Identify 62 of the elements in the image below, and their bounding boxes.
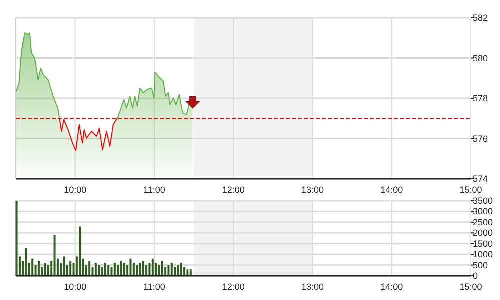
bar xyxy=(161,261,164,276)
bar xyxy=(94,263,97,276)
x-tick-label: 10:00 xyxy=(64,282,87,292)
bar xyxy=(168,265,170,276)
bar xyxy=(104,263,106,276)
x-tick-label: 10:00 xyxy=(64,185,87,195)
y-tick-label: 580 xyxy=(473,53,488,64)
bar xyxy=(110,267,113,276)
bar xyxy=(32,258,34,276)
bar xyxy=(146,265,148,276)
y-tick-label: 582 xyxy=(473,13,488,23)
bar xyxy=(148,263,151,276)
x-tick-label: 13:00 xyxy=(301,282,324,292)
y-tick-label: 576 xyxy=(473,134,488,144)
y-tick-label: 578 xyxy=(473,94,488,104)
bar xyxy=(25,248,28,276)
y-tick-label: 574 xyxy=(473,174,488,184)
bar xyxy=(177,265,180,276)
bar xyxy=(44,263,46,276)
y-tick-label: 2000 xyxy=(473,228,494,238)
bar xyxy=(98,265,100,276)
y-tick-label: 1000 xyxy=(473,250,494,260)
bar xyxy=(123,263,126,276)
bar xyxy=(174,267,176,276)
bar xyxy=(114,263,116,276)
y-tick-label: 3500 xyxy=(473,196,494,206)
bar xyxy=(170,263,173,276)
bar xyxy=(88,261,91,276)
y-tick-label: 1500 xyxy=(473,238,494,249)
bar xyxy=(184,267,186,276)
bar xyxy=(180,263,182,276)
y-tick-label: 500 xyxy=(473,260,488,270)
x-tick-label: 11:00 xyxy=(144,185,166,195)
x-tick-label: 14:00 xyxy=(380,185,404,195)
bar xyxy=(38,261,40,276)
bar xyxy=(158,265,160,276)
bar xyxy=(190,270,192,276)
bar xyxy=(152,258,154,276)
bar xyxy=(47,265,50,276)
bar xyxy=(70,261,72,276)
y-tick-label: 2500 xyxy=(473,217,494,228)
bar xyxy=(79,226,82,276)
x-tick-label: 14:00 xyxy=(380,282,404,292)
y-tick-label: 3000 xyxy=(473,206,494,217)
x-tick-label: 15:00 xyxy=(460,185,482,195)
x-tick-label: 12:00 xyxy=(222,282,245,292)
bar xyxy=(142,261,144,276)
x-tick-label: 12:00 xyxy=(222,185,245,195)
bar xyxy=(120,261,122,276)
x-tick-label: 15:00 xyxy=(460,282,482,292)
bar xyxy=(108,265,110,276)
bar xyxy=(186,270,189,276)
bar xyxy=(132,263,135,276)
bar xyxy=(101,267,104,276)
bar xyxy=(117,265,120,276)
bar xyxy=(155,263,158,276)
bar xyxy=(139,263,142,276)
bar xyxy=(54,235,56,276)
bar xyxy=(130,258,132,276)
bar xyxy=(136,265,138,276)
x-tick-label: 13:00 xyxy=(301,185,324,195)
x-tick-label: 11:00 xyxy=(144,282,166,292)
